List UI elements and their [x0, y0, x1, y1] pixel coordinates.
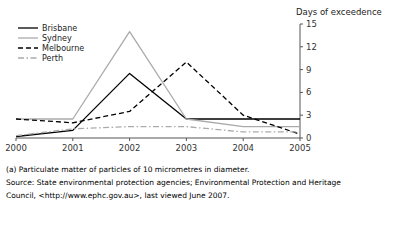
- series-line: [16, 32, 300, 127]
- legend-swatch: [18, 27, 38, 28]
- footnote: Source: State environmental protection a…: [6, 178, 341, 187]
- legend: BrisbaneSydneyMelbournePerth: [18, 24, 84, 63]
- x-tick-label: 2000: [5, 143, 27, 153]
- footnote: Council, <http://www.ephc.gov.au>, last …: [6, 191, 230, 200]
- x-tick-label: 2002: [119, 143, 141, 153]
- x-tick: [243, 138, 244, 141]
- y-tick-label: 3: [306, 110, 311, 120]
- footnote: (a) Particulate matter of particles of 1…: [6, 165, 249, 174]
- y-tick: [300, 138, 303, 139]
- series-line: [16, 62, 300, 134]
- x-tick: [72, 138, 73, 141]
- x-tick-label: 2001: [62, 143, 84, 153]
- y-tick-label: 15: [306, 19, 317, 29]
- legend-label: Melbourne: [42, 44, 84, 53]
- y-tick: [300, 46, 303, 47]
- series-line: [16, 127, 300, 136]
- y-axis-label: Days of exceedence: [296, 7, 382, 17]
- y-tick: [300, 69, 303, 70]
- y-tick-label: 6: [306, 87, 311, 97]
- x-tick: [16, 138, 17, 141]
- legend-label: Perth: [42, 54, 63, 63]
- plot-area: [16, 32, 300, 137]
- legend-label: Sydney: [42, 34, 72, 43]
- y-tick: [300, 24, 303, 25]
- y-tick: [300, 92, 303, 93]
- legend-swatch: [18, 47, 38, 48]
- x-tick-label: 2004: [232, 143, 254, 153]
- legend-swatch: [18, 57, 38, 58]
- y-tick-label: 12: [306, 42, 317, 52]
- x-tick: [186, 138, 187, 141]
- y-axis-line: [300, 24, 301, 138]
- x-tick: [129, 138, 130, 141]
- chart: 2000 2001 2002 2003 2004 20050 3 6 9 12 15 Days of …: [0, 0, 397, 227]
- legend-label: Brisbane: [42, 24, 77, 33]
- legend-swatch: [18, 37, 38, 38]
- y-tick-label: 9: [306, 65, 311, 75]
- x-axis-line: [16, 138, 300, 139]
- y-tick: [300, 115, 303, 116]
- y-tick-label: 0: [306, 133, 311, 143]
- x-tick-label: 2003: [176, 143, 198, 153]
- x-tick-label: 2005: [289, 143, 311, 153]
